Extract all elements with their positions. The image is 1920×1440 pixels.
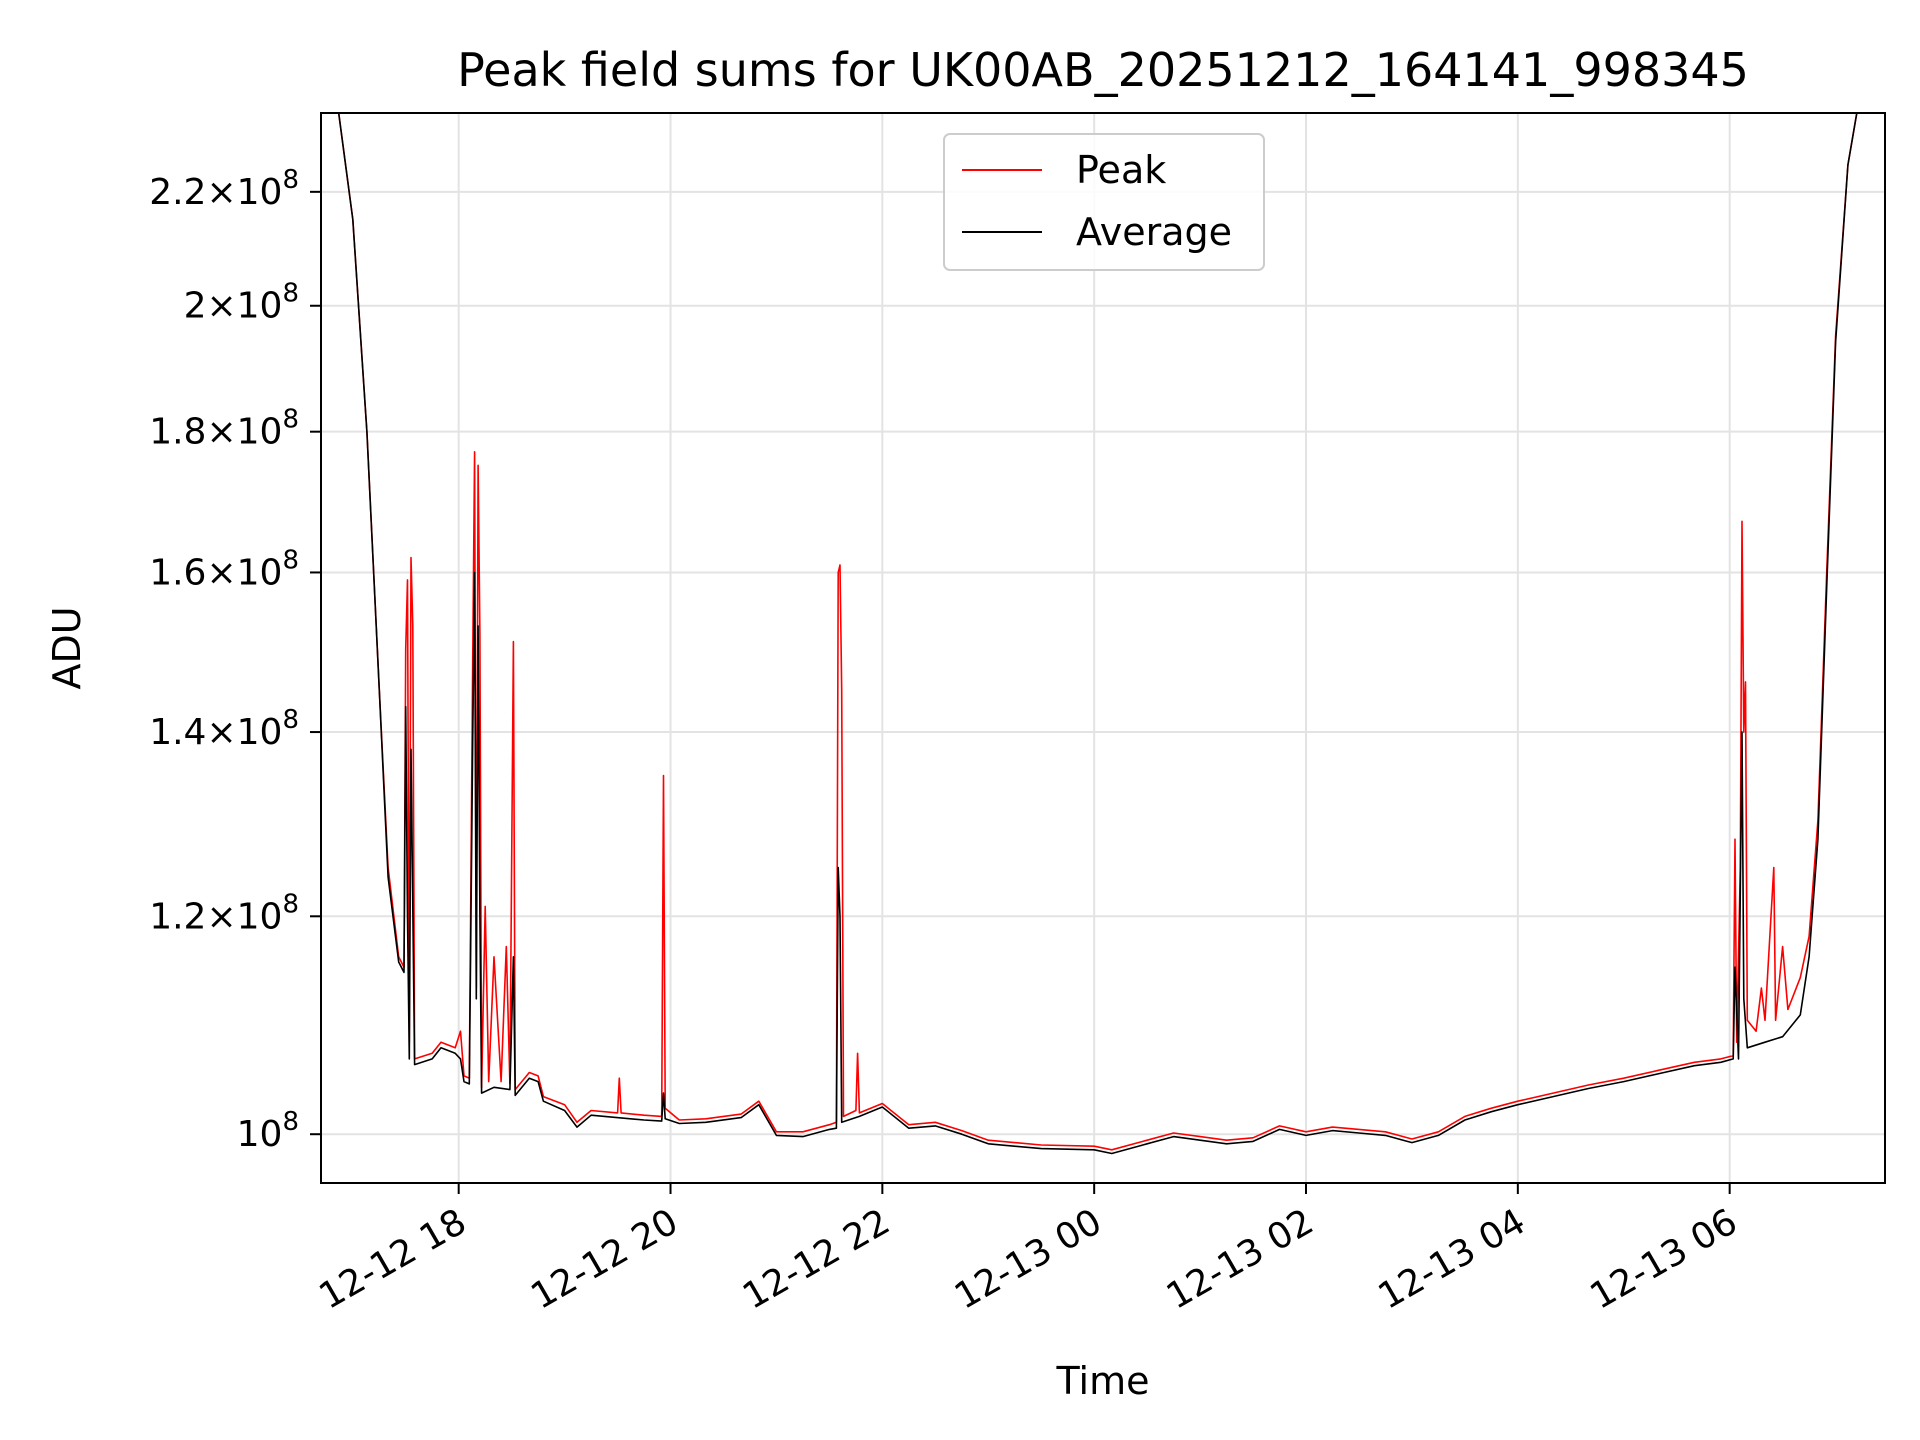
series-line-average: [321, 113, 1885, 1155]
legend-box: [943, 133, 1265, 271]
y-tick-label: 108: [237, 1107, 299, 1155]
legend: Peak Average: [943, 133, 1265, 271]
series-group: [321, 113, 1885, 1155]
legend-label: Average: [1076, 210, 1232, 254]
y-tick-label: 2×108: [184, 279, 299, 327]
y-tick-label: 1.2×108: [149, 889, 299, 937]
y-axis: 108 1.2×108 1.4×108 1.6×108 1.8×108 2×108 2.2×…: [149, 165, 321, 1155]
y-axis-label: ADU: [45, 606, 89, 689]
legend-label: Peak: [1076, 148, 1166, 192]
y-tick-label: 1.8×108: [149, 405, 299, 453]
axes-frame: [320, 112, 1886, 1184]
chart-title: Peak field sums for UK00AB_20251212_1641…: [457, 43, 1749, 97]
x-axis-label: Time: [1056, 1359, 1150, 1403]
y-tick-label: 1.4×108: [149, 705, 299, 753]
y-tick-label: 2.2×108: [149, 165, 299, 213]
plot-area: [321, 113, 1885, 1155]
y-tick-label: 1.6×108: [149, 545, 299, 593]
